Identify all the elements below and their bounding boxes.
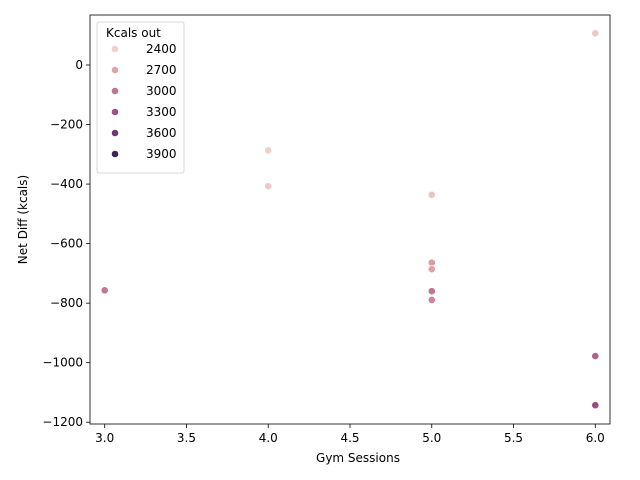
legend-frame xyxy=(96,21,185,174)
data-point xyxy=(427,190,436,199)
y-tick-label: −400 xyxy=(50,177,83,191)
y-axis-label: Net Diff (kcals) xyxy=(16,175,30,264)
x-tick-label: 4.5 xyxy=(340,431,359,445)
data-point xyxy=(591,352,600,360)
legend-label: 2700 xyxy=(146,63,177,77)
points-layer xyxy=(100,29,600,410)
x-tick-label: 5.5 xyxy=(504,431,523,445)
data-point xyxy=(427,287,436,296)
data-point xyxy=(100,286,109,295)
legend-marker xyxy=(111,66,119,74)
data-point xyxy=(264,182,273,191)
x-axis-label: Gym Sessions xyxy=(316,451,400,465)
data-point xyxy=(264,146,273,155)
legend-label: 3600 xyxy=(146,126,177,140)
legend-label: 3000 xyxy=(146,84,177,98)
legend-label: 2400 xyxy=(146,42,177,56)
legend-marker xyxy=(111,129,119,137)
legend-entries: 2400 2700 3000 3300 3600 3900 xyxy=(111,42,177,161)
data-point xyxy=(591,29,600,38)
data-point xyxy=(427,295,436,304)
x-tick-label: 3.0 xyxy=(95,431,114,445)
data-point xyxy=(427,258,436,267)
x-tick-label: 4.0 xyxy=(259,431,278,445)
x-tick-label: 5.0 xyxy=(422,431,441,445)
legend-title: Kcals out xyxy=(106,26,161,40)
y-tick-label: −200 xyxy=(50,118,83,132)
y-tick-label: −600 xyxy=(50,237,83,251)
data-point xyxy=(591,401,600,410)
y-tick-label: −800 xyxy=(50,296,83,310)
legend-marker xyxy=(111,150,119,158)
data-point xyxy=(427,265,436,274)
x-axis-ticks: 3.0 3.5 4.0 4.5 5.0 5.5 6.0 xyxy=(95,424,605,445)
y-tick-label: 0 xyxy=(75,58,83,72)
x-tick-label: 6.0 xyxy=(586,431,605,445)
legend-label: 3900 xyxy=(146,147,177,161)
plot-frame xyxy=(89,14,611,425)
legend-marker xyxy=(111,45,119,53)
y-tick-label: −1200 xyxy=(42,415,83,429)
legend-marker xyxy=(111,87,119,95)
y-axis-ticks: −1200 −1000 −800 −600 −400 −200 0 xyxy=(42,58,90,429)
legend-marker xyxy=(111,108,119,116)
y-tick-label: −1000 xyxy=(42,356,83,370)
x-tick-label: 3.5 xyxy=(177,431,196,445)
legend: Kcals out 2400 2700 3000 3300 3600 3900 xyxy=(96,21,185,174)
legend-label: 3300 xyxy=(146,105,177,119)
